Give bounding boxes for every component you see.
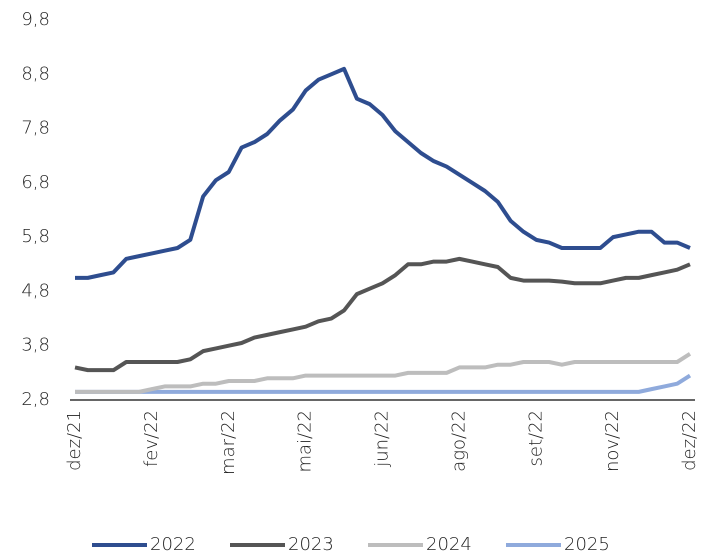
x-tick-label: nov/22 [602,410,623,472]
x-tick-label: mai/22 [295,410,316,473]
x-tick-label: mar/22 [218,410,239,475]
legend-label: 2023 [288,534,334,555]
series-line [75,66,691,280]
legend-label: 2025 [564,534,610,555]
series-line [74,256,691,373]
legend-label: 2022 [150,534,196,555]
x-tick-label: fev/22 [141,410,162,467]
y-tick-label: 4,8 [21,280,50,301]
x-tick-label: jun/22 [372,410,393,468]
legend-label: 2024 [426,534,472,555]
y-tick-label: 9,8 [21,9,50,30]
y-tick-label: 2,8 [21,389,50,410]
series-line [75,373,692,394]
y-tick-label: 3,8 [21,335,50,356]
x-tick-label: dez/22 [679,410,700,471]
y-tick-label: 5,8 [21,226,50,247]
series-line [75,352,692,394]
y-tick-label: 8,8 [21,63,50,84]
y-tick-label: 7,8 [21,118,50,139]
y-tick-label: 6,8 [21,172,50,193]
x-tick-label: dez/21 [64,410,85,471]
x-tick-label: set/22 [525,410,546,466]
x-tick-label: ago/22 [448,410,469,472]
